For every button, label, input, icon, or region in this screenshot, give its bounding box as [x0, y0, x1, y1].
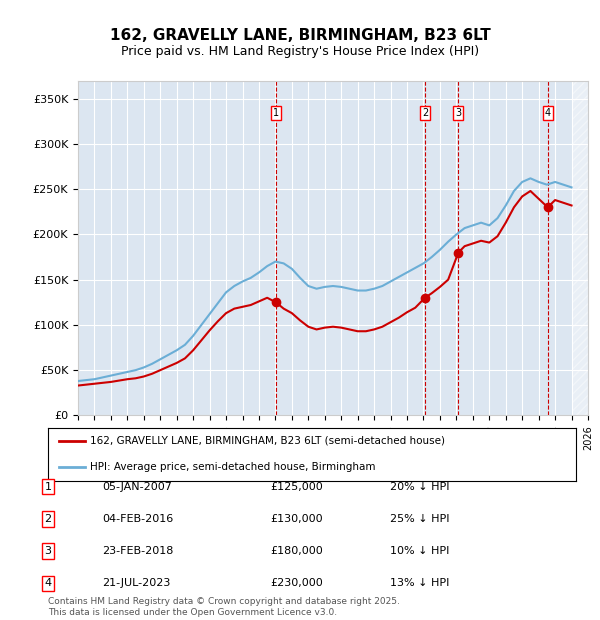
Text: 3: 3 — [455, 108, 461, 118]
Text: 1: 1 — [273, 108, 279, 118]
Text: 25% ↓ HPI: 25% ↓ HPI — [390, 514, 449, 524]
Text: 10% ↓ HPI: 10% ↓ HPI — [390, 546, 449, 556]
Text: 21-JUL-2023: 21-JUL-2023 — [102, 578, 170, 588]
Text: 04-FEB-2016: 04-FEB-2016 — [102, 514, 173, 524]
Text: 05-JAN-2007: 05-JAN-2007 — [102, 482, 172, 492]
Text: £230,000: £230,000 — [270, 578, 323, 588]
Text: 13% ↓ HPI: 13% ↓ HPI — [390, 578, 449, 588]
Text: 1: 1 — [44, 482, 52, 492]
Text: 4: 4 — [44, 578, 52, 588]
Text: 20% ↓ HPI: 20% ↓ HPI — [390, 482, 449, 492]
Text: 23-FEB-2018: 23-FEB-2018 — [102, 546, 173, 556]
Text: HPI: Average price, semi-detached house, Birmingham: HPI: Average price, semi-detached house,… — [90, 463, 376, 472]
Text: 2: 2 — [44, 514, 52, 524]
Text: £180,000: £180,000 — [270, 546, 323, 556]
Bar — [572, 81, 588, 415]
Text: 162, GRAVELLY LANE, BIRMINGHAM, B23 6LT (semi-detached house): 162, GRAVELLY LANE, BIRMINGHAM, B23 6LT … — [90, 436, 445, 446]
Text: 4: 4 — [545, 108, 551, 118]
Text: Contains HM Land Registry data © Crown copyright and database right 2025.
This d: Contains HM Land Registry data © Crown c… — [48, 598, 400, 617]
Text: £130,000: £130,000 — [270, 514, 323, 524]
Text: 162, GRAVELLY LANE, BIRMINGHAM, B23 6LT: 162, GRAVELLY LANE, BIRMINGHAM, B23 6LT — [110, 28, 490, 43]
Text: 3: 3 — [44, 546, 52, 556]
Text: £125,000: £125,000 — [270, 482, 323, 492]
Text: Price paid vs. HM Land Registry's House Price Index (HPI): Price paid vs. HM Land Registry's House … — [121, 45, 479, 58]
Text: 2: 2 — [422, 108, 428, 118]
